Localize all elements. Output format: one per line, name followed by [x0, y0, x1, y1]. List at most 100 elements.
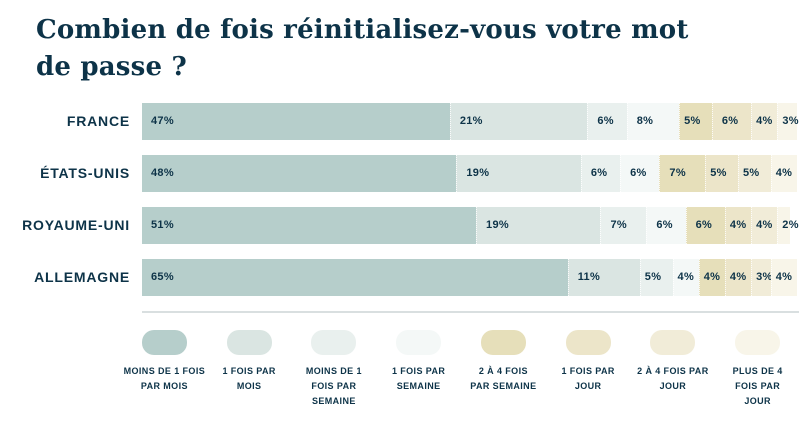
bar-segment: 4% — [770, 258, 797, 296]
bar-segment: 4% — [698, 258, 725, 296]
segment-value-label: 7% — [669, 167, 686, 180]
bar-segment: 51% — [142, 206, 477, 244]
country-label: FRANCE — [66, 113, 130, 130]
chart-row: ALLEMAGNE 65% 11% 5% 4% 4% 4% 3% 4% — [0, 258, 806, 296]
segment-value-label: 65% — [151, 271, 174, 284]
segment-value-label: 51% — [151, 219, 174, 232]
bar-segment: 6% — [587, 102, 627, 140]
legend-swatch — [396, 329, 442, 355]
legend-swatch — [735, 329, 781, 355]
legend-swatch — [480, 329, 526, 355]
segment-value-label: 5% — [743, 167, 760, 180]
stacked-bar-chart: FRANCE 47% 21% 6% 8% 5% 6% 4% 3% ÉTATS-UNIS 48% 19%… — [0, 102, 806, 296]
legend-label: 1 FOIS PAR SEMAINE — [391, 365, 446, 391]
stacked-bar: 51% 19% 7% 6% 6% 4% 4% 2% — [142, 206, 799, 244]
legend-swatch — [226, 329, 272, 355]
country-label: ÉTATS-UNIS — [40, 165, 130, 182]
segment-value-label: 6% — [656, 219, 673, 232]
stacked-bar: 47% 21% 6% 8% 5% 6% 4% 3% — [142, 102, 799, 140]
bar-segment: 3% — [777, 102, 799, 140]
legend-label: 2 À 4 FOIS PAR SEMAINE — [470, 365, 537, 391]
bar-segment: 4% — [724, 206, 752, 244]
legend-item: 1 FOIS PAR JOUR — [546, 329, 631, 409]
segment-value-label: 4% — [756, 115, 773, 128]
bar-segment: 19% — [476, 206, 601, 244]
legend-item: 1 FOIS PAR SEMAINE — [376, 329, 461, 409]
segment-value-label: 4% — [729, 271, 747, 284]
bar-segment: 6% — [646, 206, 686, 244]
segment-value-label: 11% — [577, 271, 601, 284]
chart-legend: MOINS DE 1 FOIS PAR MOIS 1 FOIS PAR MOIS M… — [122, 329, 800, 409]
segment-value-label: 4% — [703, 271, 721, 284]
segment-value-label: 4% — [677, 271, 695, 284]
legend-label: 2 À 4 FOIS PAR JOUR — [637, 365, 709, 391]
segment-value-label: 5% — [684, 115, 701, 128]
segment-value-label: 4% — [756, 219, 773, 232]
segment-value-label: 6% — [695, 219, 713, 232]
bar-segment: 3% — [751, 258, 773, 296]
legend-label: 1 FOIS PAR MOIS — [222, 365, 276, 391]
bar-segment: 5% — [705, 154, 739, 192]
bar-segment: 48% — [142, 154, 457, 192]
segment-value-label: 6% — [597, 115, 614, 128]
segment-value-label: 4% — [729, 219, 747, 232]
bar-segment: 11% — [567, 258, 640, 296]
bar-segment: 5% — [738, 154, 771, 192]
bar-segment: 6% — [685, 206, 725, 244]
legend-label: MOINS DE 1 FOIS PAR SEMAINE — [305, 365, 362, 406]
bar-segment: 4% — [672, 258, 699, 296]
legend-item: 2 À 4 FOIS PAR SEMAINE — [461, 329, 546, 409]
stacked-bar: 48% 19% 6% 6% 7% 5% 5% 4% — [142, 154, 797, 192]
segment-value-label: 48% — [151, 167, 174, 180]
legend-label: PLUS DE 4 FOIS PAR JOUR — [732, 365, 783, 406]
bar-segment: 21% — [449, 102, 588, 140]
legend-item: PLUS DE 4 FOIS PAR JOUR — [715, 329, 800, 409]
bar-segment: 65% — [142, 258, 568, 296]
segment-value-label: 3% — [782, 115, 799, 128]
segment-value-label: 4% — [775, 271, 793, 284]
country-label: ROYAUME-UNI — [22, 217, 130, 234]
segment-value-label: 6% — [630, 167, 647, 180]
bar-segment: 4% — [770, 154, 797, 192]
segment-value-label: 7% — [610, 219, 627, 232]
segment-value-label: 5% — [710, 167, 727, 180]
segment-value-label: 21% — [459, 115, 483, 128]
segment-value-label: 8% — [636, 115, 654, 128]
bar-segment: 5% — [639, 258, 673, 296]
segment-value-label: 5% — [644, 271, 662, 284]
segment-value-label: 6% — [721, 115, 739, 128]
segment-value-label: 6% — [590, 167, 608, 180]
bar-segment: 7% — [659, 154, 706, 192]
segment-value-label: 3% — [756, 271, 773, 284]
bar-segment: 4% — [751, 102, 778, 140]
bar-segment: 7% — [600, 206, 647, 244]
chart-row: ROYAUME-UNI 51% 19% 7% 6% 6% 4% 4% 2% — [0, 206, 806, 244]
bar-segment: 2% — [777, 206, 799, 244]
bar-segment: 5% — [679, 102, 712, 140]
bar-segment: 6% — [620, 154, 660, 192]
legend-swatch — [565, 329, 611, 355]
legend-swatch — [650, 329, 696, 355]
chart-row: FRANCE 47% 21% 6% 8% 5% 6% 4% 3% — [0, 102, 806, 140]
stacked-bar: 65% 11% 5% 4% 4% 4% 3% 4% — [142, 258, 797, 296]
bar-segment: 4% — [751, 206, 778, 244]
bar-segment: 8% — [626, 102, 680, 140]
country-label: ALLEMAGNE — [34, 269, 130, 286]
segment-value-label: 2% — [782, 219, 799, 232]
bar-segment: 47% — [142, 102, 450, 140]
legend-label: MOINS DE 1 FOIS PAR MOIS — [123, 365, 206, 391]
divider-line — [142, 310, 799, 313]
chart-row: ÉTATS-UNIS 48% 19% 6% 6% 7% 5% 5% 4% — [0, 154, 806, 192]
bar-segment: 4% — [724, 258, 752, 296]
bar-segment: 6% — [580, 154, 621, 192]
legend-item: 2 À 4 FOIS PAR JOUR — [631, 329, 716, 409]
legend-item: MOINS DE 1 FOIS PAR MOIS — [122, 329, 207, 409]
bar-segment: 6% — [711, 102, 752, 140]
legend-label: 1 FOIS PAR JOUR — [561, 365, 615, 391]
legend-swatch — [311, 329, 357, 355]
page-title: Combien de fois réinitialisez-vous votre… — [36, 15, 689, 82]
legend-swatch — [141, 329, 187, 355]
segment-value-label: 19% — [466, 167, 490, 180]
legend-item: 1 FOIS PAR MOIS — [207, 329, 292, 409]
segment-value-label: 47% — [151, 115, 174, 128]
